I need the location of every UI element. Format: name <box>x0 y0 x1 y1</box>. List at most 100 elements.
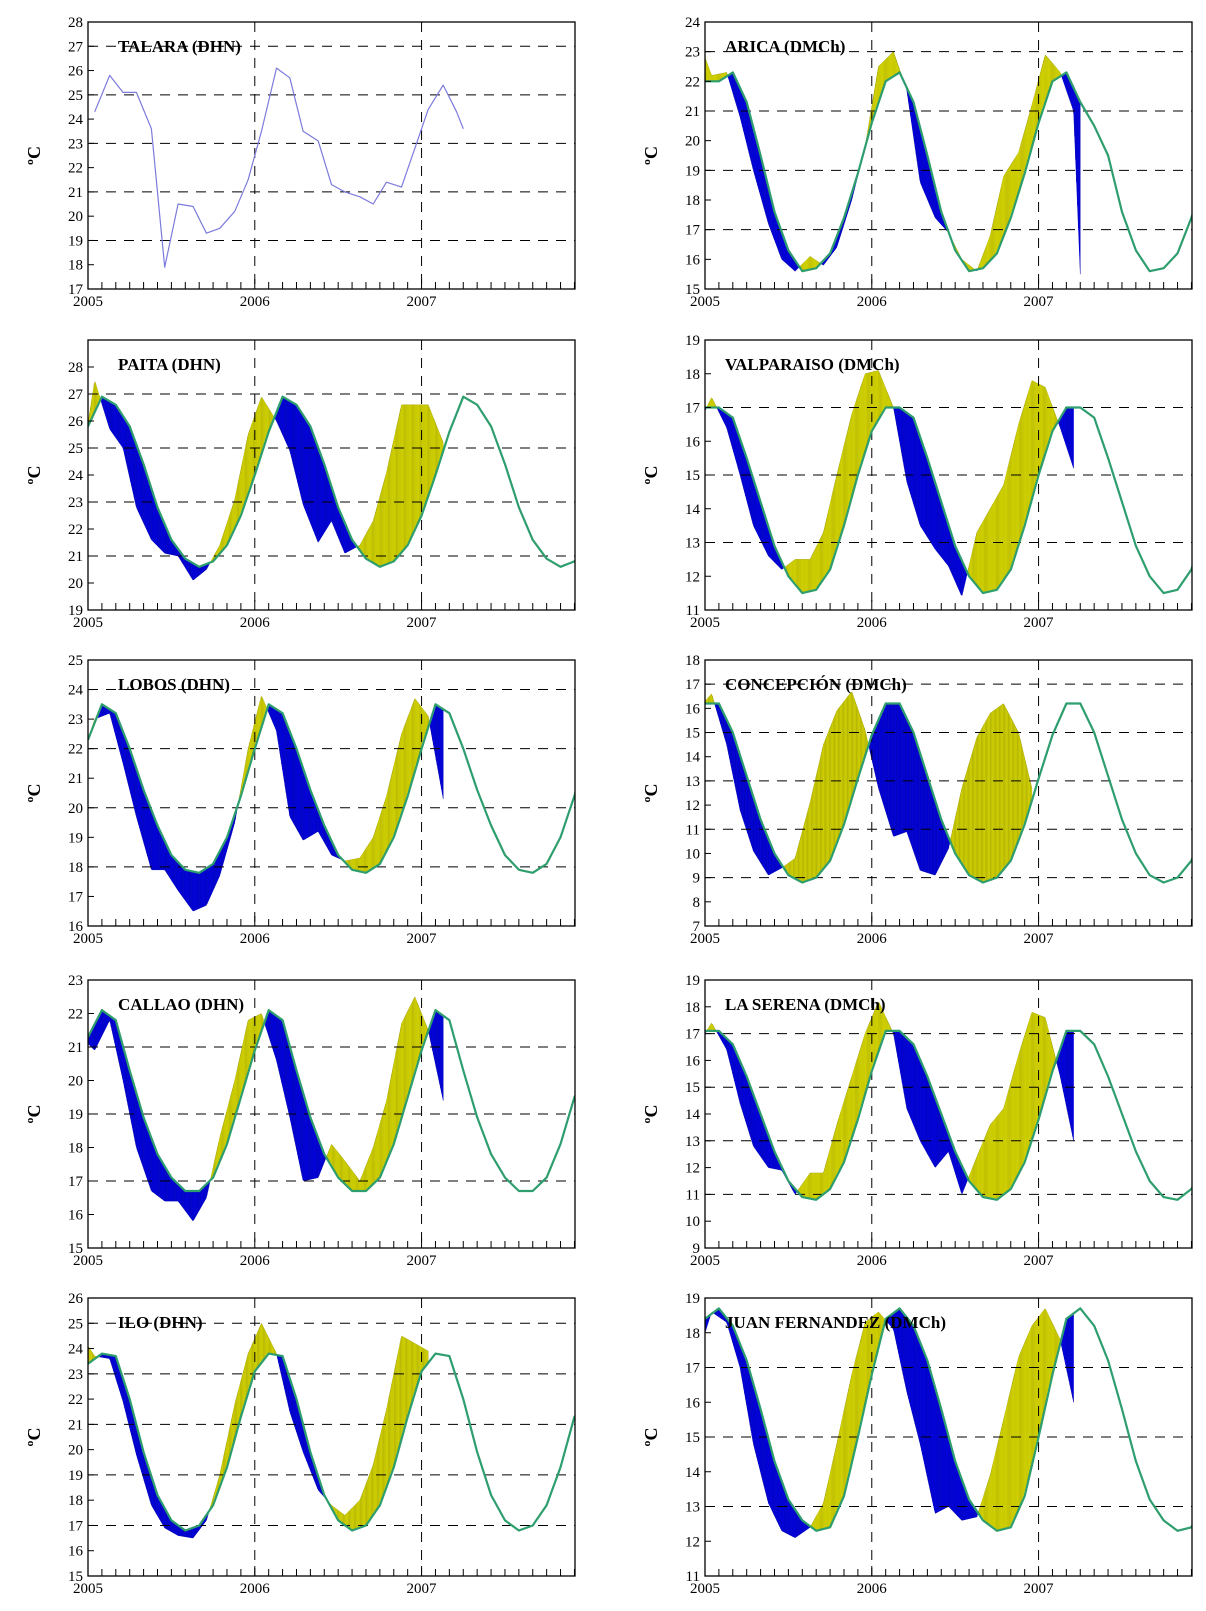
x-tick-label: 2007 <box>1024 294 1055 310</box>
y-tick-label: 19 <box>685 1291 700 1307</box>
y-tick-label: 20 <box>68 1443 83 1459</box>
panel-juan-fernandez-dmch: 11 12 13 14 15 16 17 18 19 2005 2006 2007 ºC JUAN FER… <box>641 1291 1193 1597</box>
x-tick-label: 2007 <box>407 1253 438 1269</box>
y-tick-label: 26 <box>68 414 84 430</box>
y-tick-label: 23 <box>68 1367 83 1383</box>
x-tick-label: 2005 <box>690 294 720 310</box>
y-tick-label: 18 <box>68 1141 83 1157</box>
x-tick-label: 2006 <box>857 1253 888 1269</box>
y-tick-label: 15 <box>685 468 700 484</box>
panel-la-serena-dmch: 9 10 11 12 13 14 15 16 17 18 19 2005 2006 2007 ºC LA SE… <box>641 973 1193 1269</box>
y-tick-label: 13 <box>685 536 700 552</box>
y-tick-label: 24 <box>68 468 84 484</box>
plot-area <box>705 980 1192 1248</box>
y-tick-label: 14 <box>685 502 701 518</box>
y-tick-label: 14 <box>685 750 701 766</box>
panel-arica-dmch: 15 16 17 18 19 20 21 22 23 24 2005 2006 2007 ºC ARICA … <box>641 15 1193 310</box>
y-tick-label: 16 <box>685 252 701 268</box>
x-tick-label: 2007 <box>1024 1581 1055 1597</box>
y-tick-label: 18 <box>685 1000 700 1016</box>
y-tick-label: 17 <box>685 1361 701 1377</box>
y-tick-label: 21 <box>685 104 700 120</box>
y-tick-label: 13 <box>685 1500 700 1516</box>
plot-area <box>88 22 575 289</box>
y-axis-label: ºC <box>24 1428 44 1447</box>
x-tick-label: 2007 <box>407 615 438 631</box>
y-tick-label: 18 <box>685 193 700 209</box>
y-tick-label: 22 <box>68 1392 83 1408</box>
y-tick-label: 16 <box>68 919 84 935</box>
cold-anomaly-area <box>442 708 444 799</box>
y-tick-label: 17 <box>68 1518 84 1534</box>
x-tick-label: 2006 <box>857 294 888 310</box>
y-tick-label: 17 <box>68 282 84 298</box>
x-tick-label: 2007 <box>407 1581 438 1597</box>
y-tick-label: 10 <box>685 846 700 862</box>
panel-title: LOBOS (DHN) <box>118 675 230 694</box>
y-tick-label: 16 <box>68 1544 84 1560</box>
y-tick-label: 17 <box>68 1174 84 1190</box>
x-tick-label: 2007 <box>1024 931 1055 947</box>
y-axis-label: ºC <box>641 146 661 165</box>
y-tick-label: 27 <box>68 39 84 55</box>
y-tick-label: 17 <box>685 677 701 693</box>
y-tick-label: 22 <box>68 1007 83 1023</box>
y-tick-label: 7 <box>693 919 701 935</box>
plot-area <box>705 340 1192 610</box>
plot-frame <box>704 659 1193 927</box>
cold-anomaly-area <box>1072 407 1074 469</box>
plot-area <box>705 660 1192 926</box>
y-tick-label: 22 <box>68 161 83 177</box>
y-tick-label: 22 <box>685 74 700 90</box>
x-tick-label: 2005 <box>73 931 103 947</box>
y-tick-label: 11 <box>686 822 700 838</box>
y-tick-label: 18 <box>685 653 700 669</box>
y-tick-label: 19 <box>68 233 83 249</box>
climatology-line <box>88 1009 575 1193</box>
y-tick-label: 21 <box>68 1417 83 1433</box>
y-tick-label: 9 <box>693 871 701 887</box>
y-tick-label: 19 <box>685 163 700 179</box>
y-tick-label: 20 <box>68 1074 83 1090</box>
plot-frame <box>704 21 1193 290</box>
y-tick-label: 25 <box>68 653 83 669</box>
y-tick-label: 19 <box>68 1107 83 1123</box>
y-axis-label: ºC <box>641 1428 661 1447</box>
x-tick-label: 2006 <box>240 931 271 947</box>
y-tick-label: 21 <box>68 549 83 565</box>
panel-title: CONCEPCIÓN (DMCh) <box>725 675 907 694</box>
y-tick-label: 11 <box>686 1187 700 1203</box>
y-tick-label: 19 <box>68 603 83 619</box>
y-tick-label: 14 <box>685 1107 701 1123</box>
panel-valparaiso-dmch: 11 12 13 14 15 16 17 18 19 2005 2006 2007 ºC VALPARAI… <box>641 333 1193 631</box>
climatology-line <box>88 703 575 874</box>
x-tick-label: 2005 <box>73 294 103 310</box>
y-tick-label: 25 <box>68 441 83 457</box>
y-tick-label: 27 <box>68 387 84 403</box>
x-tick-label: 2005 <box>73 615 103 631</box>
panel-callao-dhn: 15 16 17 18 19 20 21 22 23 2005 2006 2007 ºC CALLAO (… <box>24 973 576 1269</box>
panel-title: VALPARAISO (DMCh) <box>725 355 900 374</box>
y-tick-label: 18 <box>68 258 83 274</box>
y-tick-label: 8 <box>693 895 701 911</box>
x-tick-label: 2005 <box>690 1581 720 1597</box>
y-tick-label: 12 <box>685 1534 700 1550</box>
y-tick-label: 17 <box>685 223 701 239</box>
x-tick-label: 2006 <box>240 294 271 310</box>
x-tick-label: 2007 <box>407 294 438 310</box>
climatology-line <box>705 1307 1192 1532</box>
x-tick-label: 2007 <box>1024 1253 1055 1269</box>
y-tick-label: 18 <box>68 1493 83 1509</box>
y-tick-label: 20 <box>68 209 83 225</box>
y-tick-label: 12 <box>685 1161 700 1177</box>
y-tick-label: 12 <box>685 569 700 585</box>
y-tick-label: 23 <box>68 973 83 989</box>
climatology-line <box>705 1029 1192 1201</box>
panel-ilo-dhn: 15 16 17 18 19 20 21 22 23 24 25 26 2005 2006 2007 ºC IL… <box>24 1291 576 1597</box>
y-tick-label: 12 <box>685 798 700 814</box>
y-tick-label: 20 <box>68 576 83 592</box>
y-tick-label: 23 <box>68 136 83 152</box>
y-tick-label: 19 <box>68 830 83 846</box>
y-tick-label: 15 <box>68 1241 83 1257</box>
